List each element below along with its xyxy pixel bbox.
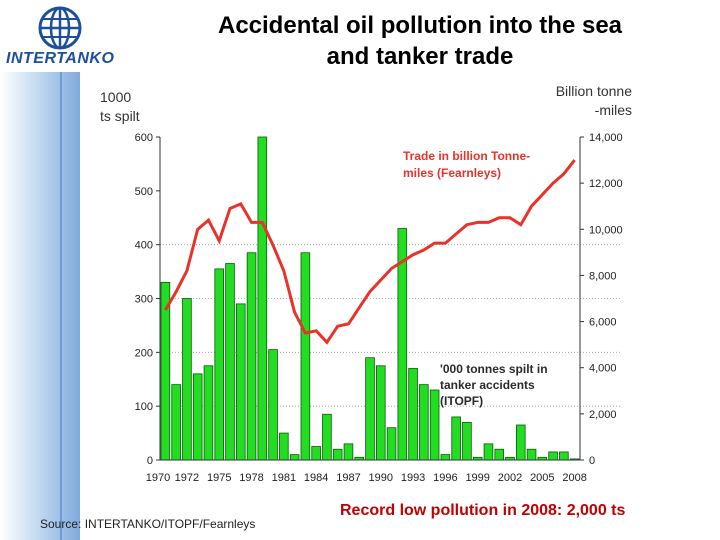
x-tick-label: 1975 [207, 472, 231, 484]
bar [440, 454, 451, 461]
bar [429, 389, 440, 461]
spill-annotation-line-1: '000 tonnes spilt in [440, 362, 548, 376]
right-axis-unit: Billion tonne -miles [520, 82, 632, 120]
right-tick-label: 10,000 [589, 224, 623, 236]
bar [483, 443, 494, 461]
bar [559, 451, 569, 461]
right-tick-label: 8,000 [589, 270, 617, 282]
record-note: Record low pollution in 2008: 2,000 ts [340, 502, 626, 519]
right-unit-line-2: -miles [594, 102, 632, 118]
x-tick-label: 1990 [369, 472, 393, 484]
x-tick-label: 1993 [401, 472, 425, 484]
bar [257, 136, 268, 461]
left-tick-label: 100 [135, 401, 153, 413]
bar [246, 252, 257, 461]
title-line-2: and tanker trade [326, 43, 514, 70]
bar [235, 303, 246, 461]
x-tick-label: 1981 [272, 472, 296, 484]
bar [214, 268, 225, 461]
spill-annotation-line-2: tanker accidents [440, 378, 535, 392]
right-tick-label: 0 [589, 455, 595, 467]
bar [203, 365, 214, 461]
x-tick-label: 1996 [433, 472, 457, 484]
right-tick-label: 6,000 [589, 317, 617, 329]
bar [419, 384, 429, 461]
bar [386, 427, 397, 461]
right-tick-label: 14,000 [589, 132, 623, 144]
left-axis-unit: 1000 ts spilt [100, 88, 140, 126]
bar [289, 454, 300, 461]
left-tick-label: 200 [135, 347, 153, 359]
x-tick-label: 1984 [304, 472, 328, 484]
bar [462, 421, 472, 461]
bar [225, 263, 235, 461]
bar [375, 365, 386, 461]
bar [343, 443, 354, 461]
left-tick-label: 500 [135, 186, 153, 198]
right-tick-labels: 0 2,000 4,000 6,000 8,000 10,000 12,000 14,000 [580, 132, 623, 467]
globe-icon [38, 6, 82, 50]
x-tick-label: 1972 [175, 472, 199, 484]
left-tick-label: 0 [147, 455, 153, 467]
right-tick-label: 2,000 [589, 409, 617, 421]
right-tick-label: 4,000 [589, 363, 617, 375]
x-tick-label: 2005 [530, 472, 554, 484]
right-tick-label: 12,000 [589, 178, 623, 190]
bar [365, 357, 375, 461]
x-tick-label: 2002 [498, 472, 522, 484]
x-tick-label: 1999 [465, 472, 489, 484]
spill-annotation-line-3: (ITOPF) [440, 394, 483, 408]
bar [279, 432, 289, 461]
trade-annotation-line-2: miles (Fearnleys) [403, 166, 501, 180]
x-tick-label: 1970 [146, 472, 170, 484]
x-tick-label: 1987 [336, 472, 360, 484]
sidebar-divider [60, 0, 62, 540]
right-unit-line-1: Billion tonne [555, 83, 632, 99]
sidebar-gradient [0, 0, 80, 540]
bar [171, 384, 181, 461]
left-tick-label: 600 [135, 132, 153, 144]
bar [192, 373, 203, 461]
title-line-1: Accidental oil pollution into the sea [217, 12, 623, 39]
x-tick-label: 2008 [562, 472, 586, 484]
x-tick-labels: 1970 1972 1975 1978 1981 1984 1987 1990 1993 1996… [146, 472, 587, 484]
bar [322, 413, 332, 461]
left-tick-label: 400 [135, 240, 153, 252]
left-unit-line-1: 1000 [100, 89, 132, 105]
trade-line [164, 159, 576, 345]
page-title: Accidental oil pollution into the sea an… [170, 10, 670, 72]
brand-name: INTERTANKO [6, 50, 115, 67]
left-tick-labels: 0 100 200 300 400 500 600 [135, 132, 160, 467]
bar [408, 368, 418, 461]
bar [332, 448, 343, 461]
bar [268, 349, 278, 461]
bar [526, 448, 537, 461]
bar [300, 252, 311, 461]
bar [182, 298, 192, 461]
bar [451, 416, 461, 461]
bar [515, 424, 526, 461]
logo: INTERTANKO [0, 0, 130, 72]
bar [311, 446, 321, 461]
left-tick-label: 300 [135, 294, 153, 306]
x-tick-label: 1978 [239, 472, 263, 484]
bar [494, 448, 505, 461]
bar [548, 451, 558, 461]
source-note: Source: INTERTANKO/ITOPF/Fearnleys [40, 517, 256, 531]
trade-annotation-line-1: Trade in billion Tonne- [403, 149, 530, 163]
left-unit-line-2: ts spilt [100, 108, 140, 124]
